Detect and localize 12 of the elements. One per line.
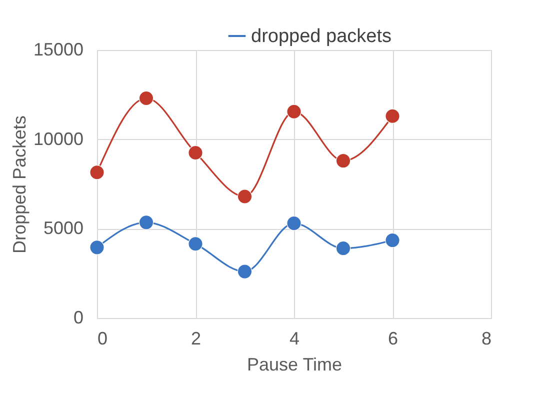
x-tick-label: 2 xyxy=(190,328,202,348)
legend-label: dropped packets xyxy=(251,26,392,47)
y-tick-label: 10000 xyxy=(33,128,84,149)
x-tick-label: 0 xyxy=(98,328,108,348)
x-tick-label: 6 xyxy=(388,328,398,348)
x-tick-label: 4 xyxy=(289,328,300,348)
y-tick-label: 0 xyxy=(73,308,84,328)
y-tick-label: 5000 xyxy=(43,218,84,238)
y-tick-label: 15000 xyxy=(33,40,84,60)
x-tick-label: 8 xyxy=(481,328,492,348)
y-axis-title: Dropped Packets xyxy=(9,115,30,254)
x-axis-title: Pause Time xyxy=(246,354,342,374)
